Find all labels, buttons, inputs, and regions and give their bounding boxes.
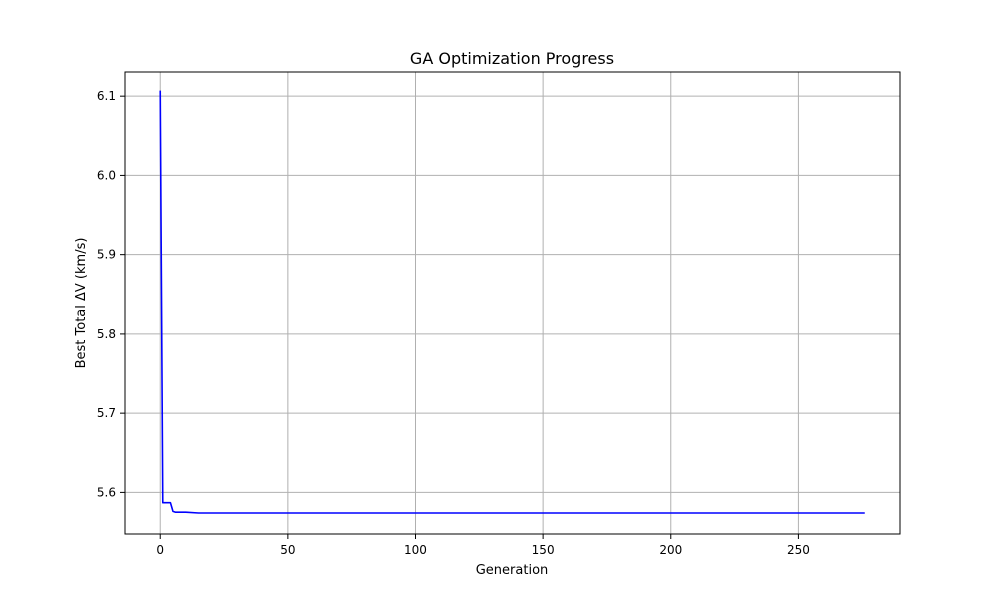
y-tick-label: 5.7 (97, 406, 116, 420)
x-tick-label: 150 (532, 543, 555, 557)
series-line (159, 90, 865, 514)
x-tick-label: 250 (787, 543, 810, 557)
y-axis-label: Best Total ΔV (km/s) (74, 238, 89, 369)
grid-layer (125, 72, 900, 534)
y-tick-label: 6.1 (97, 89, 116, 103)
x-tick-label: 0 (156, 543, 164, 557)
series-layer (159, 90, 865, 514)
x-tick-label: 50 (280, 543, 295, 557)
y-tick-label: 5.8 (97, 327, 116, 341)
y-tick-label: 5.9 (97, 248, 116, 262)
x-tick-label: 100 (404, 543, 427, 557)
y-tick-label: 6.0 (97, 168, 116, 182)
plot-frame (124, 71, 901, 535)
tick-layer: 0 50 100 150 200 250 5.6 5.7 5.8 5.9 6.0 6.1 (97, 89, 810, 557)
x-tick-label: 200 (659, 543, 682, 557)
chart-title: GA Optimization Progress (410, 49, 614, 68)
y-tick-label: 5.6 (97, 485, 116, 499)
x-axis-label: Generation (476, 563, 549, 578)
